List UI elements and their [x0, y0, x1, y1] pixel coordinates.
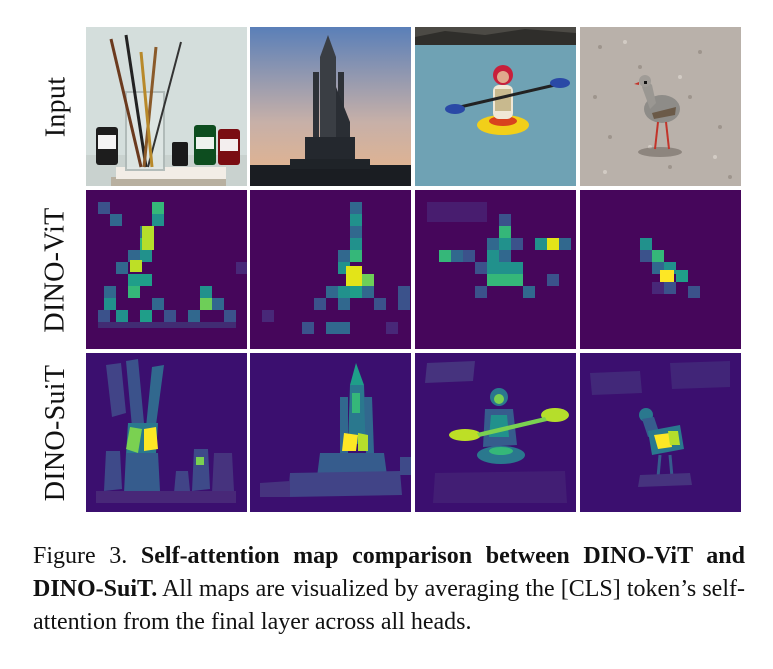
dino-suit-map-kayaker: [415, 353, 576, 512]
caption-title: Self-attention map comparison between DI…: [33, 543, 745, 602]
dino-vit-map-space-shuttle: [250, 190, 411, 349]
dino-vit-map-kayaker: [415, 190, 576, 349]
dino-suit-map-paint-brushes: [86, 353, 247, 512]
dino-suit-map-space-shuttle: [250, 353, 411, 512]
input-image-kayaker: [415, 27, 576, 186]
caption-figure-number: Figure 3.: [33, 543, 128, 569]
row-label-input: Input: [40, 76, 72, 137]
dino-vit-map-bird: [580, 190, 741, 349]
row-label-dino-vit: DINO-ViT: [40, 206, 72, 333]
dino-suit-map-bird: [580, 353, 741, 512]
input-image-paint-brushes: [86, 27, 247, 186]
figure-caption: Figure 3. Self-attention map comparison …: [33, 540, 745, 639]
caption-body: All maps are visualized by averaging the…: [33, 576, 745, 635]
dino-vit-map-paint-brushes: [86, 190, 247, 349]
row-label-dino-suit: DINO-SuiT: [40, 364, 71, 501]
input-image-bird: [580, 27, 741, 186]
input-image-space-shuttle: [250, 27, 411, 186]
